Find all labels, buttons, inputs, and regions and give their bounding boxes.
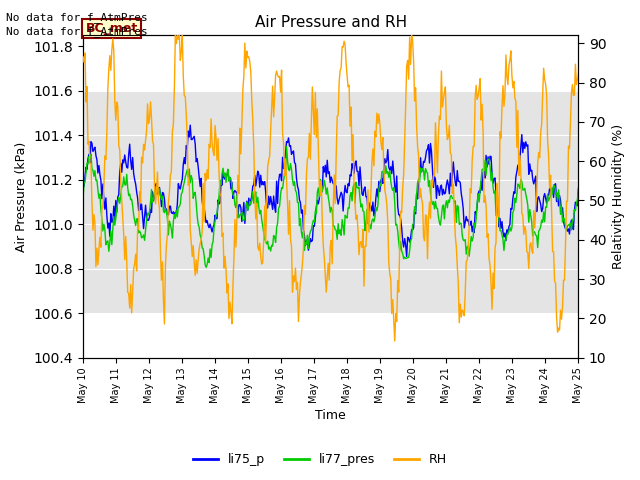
Bar (83, 91, 579, 313)
Legend: li75_p, li77_pres, RH: li75_p, li77_pres, RH (188, 448, 452, 471)
X-axis label: Time: Time (316, 409, 346, 422)
Text: No data for f_AtmPres: No data for f_AtmPres (6, 26, 148, 37)
Text: No data for f_AtmPres: No data for f_AtmPres (6, 12, 148, 23)
Y-axis label: Relativity Humidity (%): Relativity Humidity (%) (612, 124, 625, 269)
Y-axis label: Air Pressure (kPa): Air Pressure (kPa) (15, 142, 28, 252)
Text: BC_met: BC_met (86, 23, 138, 36)
Title: Air Pressure and RH: Air Pressure and RH (255, 15, 407, 30)
